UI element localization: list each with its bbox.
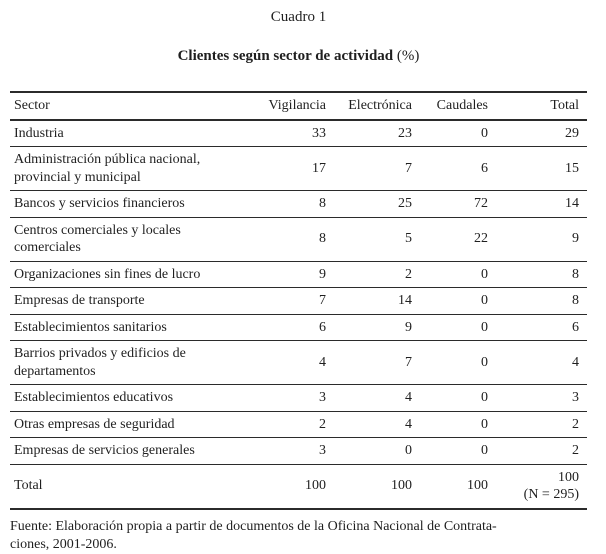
table-row: Establecimientos sanitarios 6 9 0 6 [10, 314, 587, 341]
cell-caudales: 0 [481, 125, 488, 141]
col-header-electronica: Electrónica [348, 98, 412, 113]
table-row: Empresas de servicios generales 3 0 0 2 [10, 438, 587, 464]
cell-caudales-total: 100 [467, 478, 488, 494]
cell-vigilancia: 8 [319, 231, 326, 247]
cell-vigilancia: 2 [319, 416, 326, 432]
cell-total: 3 [572, 390, 579, 405]
cell-electronica: 0 [405, 443, 412, 458]
table-row: Administración pública nacional, provinc… [10, 147, 587, 191]
cell-total: 14 [565, 196, 579, 211]
clients-by-sector-table: Sector Vigilancia Electrónica Caudales T… [10, 91, 587, 510]
col-header-vigilancia: Vigilancia [268, 98, 326, 113]
table-number: Cuadro 1 [270, 9, 327, 25]
table-row: Centros comerciales y locales comerciale… [10, 217, 587, 261]
cell-caudales: 0 [481, 443, 488, 458]
cell-vigilancia: 8 [319, 196, 326, 211]
cell-total: 29 [565, 125, 579, 141]
cell-sector: Empresas de transporte [14, 293, 145, 308]
cell-vigilancia: 4 [319, 354, 326, 370]
cell-electronica: 23 [398, 125, 412, 141]
cell-sector: Bancos y servicios financieros [14, 196, 185, 211]
cell-vigilancia: 17 [312, 160, 326, 176]
table-row: Empresas de transporte 7 14 0 8 [10, 288, 587, 314]
cell-vigilancia: 6 [319, 319, 326, 335]
cell-caudales: 0 [481, 354, 488, 370]
cell-electronica-total: 100 [391, 478, 412, 494]
table-row: Organizaciones sin fines de lucro 9 2 0 … [10, 261, 587, 288]
cell-electronica: 25 [398, 196, 412, 211]
col-header-sector: Sector [14, 98, 50, 113]
col-header-caudales: Caudales [436, 98, 488, 113]
cell-electronica: 4 [405, 390, 412, 405]
table-row: Otras empresas de seguridad 2 4 0 2 [10, 411, 587, 438]
cell-sector: Establecimientos sanitarios [14, 319, 167, 335]
table-row: Bancos y servicios financieros 8 25 72 1… [10, 191, 587, 217]
cell-caudales: 0 [481, 293, 488, 308]
total-row: Total 100 100 100 100 (N = 295) [10, 464, 587, 509]
cell-caudales: 6 [481, 160, 488, 176]
table-title-unit: (%) [393, 48, 420, 64]
cell-vigilancia: 9 [319, 266, 326, 282]
cell-electronica: 4 [405, 416, 412, 432]
cell-caudales: 0 [481, 319, 488, 335]
cell-total: 9 [572, 231, 579, 247]
cell-electronica: 2 [405, 266, 412, 282]
cell-total: 6 [572, 319, 579, 335]
table-row: Industria 33 23 0 29 [10, 120, 587, 147]
cell-caudales: 0 [481, 416, 488, 432]
cell-sector: Centros comerciales y locales comerciale… [14, 222, 181, 256]
cell-sector: Establecimientos educativos [14, 390, 174, 405]
cell-total: 8 [572, 266, 579, 282]
cell-total: 4 [572, 354, 579, 370]
table-row: Establecimientos educativos 3 4 0 3 [10, 385, 587, 411]
cell-electronica: 7 [405, 354, 412, 370]
cell-electronica: 7 [405, 160, 412, 176]
cell-vigilancia: 7 [319, 293, 326, 308]
col-header-total: Total [550, 98, 579, 113]
cell-total: 8 [572, 293, 579, 308]
cell-caudales: 22 [474, 231, 488, 247]
cell-sector: Organizaciones sin fines de lucro [14, 266, 201, 282]
cell-total-total: 100 (N = 295) [523, 469, 579, 503]
cell-vigilancia: 3 [319, 443, 326, 458]
cell-total: 15 [565, 160, 579, 176]
cell-vigilancia: 3 [319, 390, 326, 405]
cell-caudales: 0 [481, 266, 488, 282]
cell-electronica: 9 [405, 319, 412, 335]
cell-electronica: 14 [398, 293, 412, 308]
cell-sector: Industria [14, 125, 64, 141]
cell-caudales: 0 [481, 390, 488, 405]
cell-vigilancia-total: 100 [305, 478, 326, 494]
cell-sector-total: Total [14, 478, 43, 494]
cell-sector: Empresas de servicios generales [14, 443, 195, 458]
cell-vigilancia: 33 [312, 125, 326, 141]
cell-total: 2 [572, 416, 579, 432]
source-note: Fuente: Elaboración propia a partir de d… [10, 518, 497, 552]
cell-total: 2 [572, 443, 579, 458]
cell-sector: Barrios privados y edificios de departam… [14, 346, 186, 379]
cell-sector: Otras empresas de seguridad [14, 416, 175, 432]
table-title: Clientes según sector de actividad (%) [10, 47, 587, 65]
cell-electronica: 5 [405, 231, 412, 247]
table-title-text: Clientes según sector de actividad [177, 48, 394, 64]
table-row: Barrios privados y edificios de departam… [10, 341, 587, 385]
cell-sector: Administración pública nacional, provinc… [14, 152, 201, 185]
cell-caudales: 72 [474, 196, 488, 211]
header-row: Sector Vigilancia Electrónica Caudales T… [10, 92, 587, 120]
